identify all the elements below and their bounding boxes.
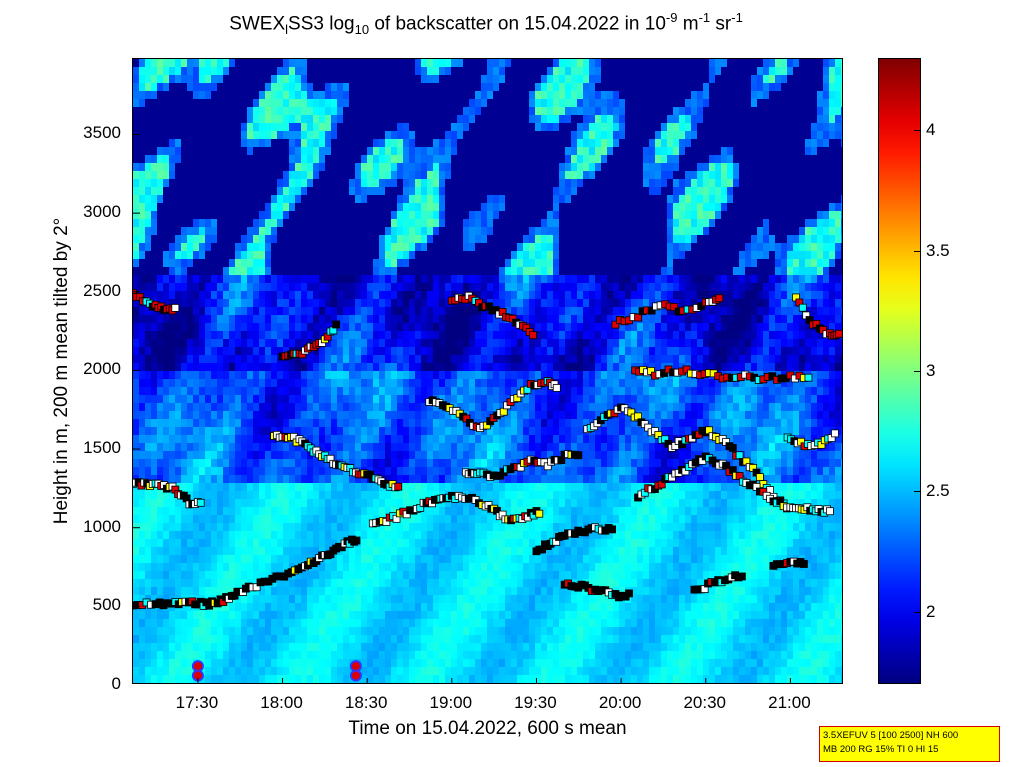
x-axis-label: Time on 15.04.2022, 600 s mean — [348, 718, 627, 739]
info-line-2: MB 200 RG 15% TI 0 HI 15 — [823, 744, 939, 755]
layer-point — [252, 583, 261, 592]
layer-point — [625, 589, 633, 598]
colorbar-tick-mark — [914, 491, 920, 493]
layer-point — [535, 509, 544, 518]
layer-point — [798, 303, 807, 312]
layer-point — [715, 294, 724, 303]
layer-series-15 — [611, 294, 724, 329]
layer-series-10 — [560, 579, 633, 602]
colorbar-tick-label: 3 — [926, 361, 936, 380]
layer-point — [634, 313, 642, 322]
colorbar-tick-label: 2 — [926, 601, 936, 621]
colorbar-tick-label: 4 — [926, 120, 936, 140]
layer-point — [647, 367, 655, 375]
x-tick-label: 21:00 — [768, 693, 811, 712]
title-text-1: SWEX — [229, 13, 286, 35]
y-tick-label: 2500 — [83, 280, 121, 300]
x-tick-label: 20:30 — [683, 693, 727, 712]
layer-series-12 — [447, 291, 537, 340]
colorbar-tick-mark — [914, 611, 920, 613]
plot-area — [132, 58, 843, 684]
x-tick-label: 19:30 — [514, 693, 557, 712]
y-tick-label: 2000 — [83, 359, 121, 379]
layer-point — [728, 444, 737, 452]
info-line-1: 3.5XEFUV 5 [100 2500] NH 600 — [823, 730, 959, 741]
tick-marks — [133, 133, 791, 683]
title-sup-3: -1 — [731, 10, 743, 25]
layer-point — [574, 451, 583, 460]
x-tick-label: 17:30 — [175, 693, 219, 712]
y-tick-label: 1000 — [83, 516, 121, 536]
colorbar-tick-mark — [914, 250, 920, 252]
layer-point — [825, 507, 834, 516]
layer-series-11 — [690, 571, 746, 594]
layer-series-4 — [462, 450, 583, 481]
layer-series-1 — [133, 478, 205, 509]
layer-series-14 — [278, 320, 341, 361]
colorbar-tick-mark — [914, 371, 920, 372]
layer-point — [682, 365, 691, 374]
chart-title: SWEXlSS3 log10 of backscatter on 15.04.2… — [0, 10, 972, 37]
layer-point — [332, 320, 341, 329]
y-tick-label: 1500 — [83, 438, 121, 458]
x-tick-label: 19:00 — [429, 693, 473, 712]
layer-point — [835, 329, 842, 338]
y-tick-label: 500 — [92, 595, 121, 615]
colorbar-tick-mark — [914, 130, 920, 132]
layer-series-8 — [634, 452, 834, 517]
layer-series-18 — [769, 557, 808, 570]
layer-point — [647, 306, 656, 315]
layer-point — [804, 373, 813, 382]
layer-point — [831, 429, 839, 438]
layer-point — [735, 451, 744, 460]
layer-point — [529, 331, 537, 340]
layer-point — [171, 304, 180, 312]
title-sup-1: -9 — [665, 10, 678, 25]
layer-series-16 — [792, 293, 842, 340]
y-axis-label: Height in m, 200 m mean tilted by 2° — [51, 217, 72, 525]
title-text-2: SS3 log — [288, 13, 355, 35]
y-tick-label: 3000 — [83, 202, 121, 222]
title-text-4: m — [677, 13, 699, 35]
settings-info-box: 3.5XEFUV 5 [100 2500] NH 600 MB 200 RG 1… — [819, 726, 1000, 762]
layer-point — [196, 498, 205, 507]
layer-point — [608, 525, 616, 534]
layer-point — [552, 384, 561, 392]
layer-series-2 — [270, 430, 403, 492]
title-sub-1: l — [285, 22, 289, 38]
layer-series-13 — [133, 289, 180, 315]
heatmap-svg — [133, 59, 842, 683]
layer-point — [670, 303, 679, 311]
colorbar-tick-label: 3.5 — [926, 240, 950, 260]
layer-point — [133, 289, 137, 297]
layer-series-9 — [631, 365, 813, 384]
layer-point — [756, 473, 764, 482]
x-tick-label: 18:00 — [260, 693, 303, 712]
layer-series-5 — [425, 377, 561, 433]
colorbar — [878, 58, 921, 684]
title-sub-2: 10 — [354, 22, 370, 38]
layer-series-0 — [133, 535, 361, 610]
layer-series-17 — [783, 429, 839, 451]
y-tick-label: 0 — [111, 674, 121, 693]
heatmap-background — [133, 59, 842, 683]
layer-point — [800, 560, 808, 568]
layer-point — [394, 482, 403, 491]
x-tick-label: 18:30 — [344, 693, 388, 712]
layer-series-6 — [532, 523, 616, 556]
colorbar-tick-label: 2.5 — [926, 481, 950, 501]
title-text-3: of backscatter on 15.04.2022 in 10 — [369, 13, 666, 35]
y-tick-label: 3500 — [83, 123, 121, 143]
title-sup-2: -1 — [698, 10, 711, 25]
x-tick-label: 20:00 — [598, 693, 642, 712]
title-text-5: sr — [710, 13, 732, 35]
layer-point — [352, 536, 361, 545]
cloud-base-marker — [349, 669, 362, 682]
layer-point — [737, 572, 746, 581]
layer-series-3 — [368, 491, 544, 528]
layer-point — [611, 320, 620, 329]
